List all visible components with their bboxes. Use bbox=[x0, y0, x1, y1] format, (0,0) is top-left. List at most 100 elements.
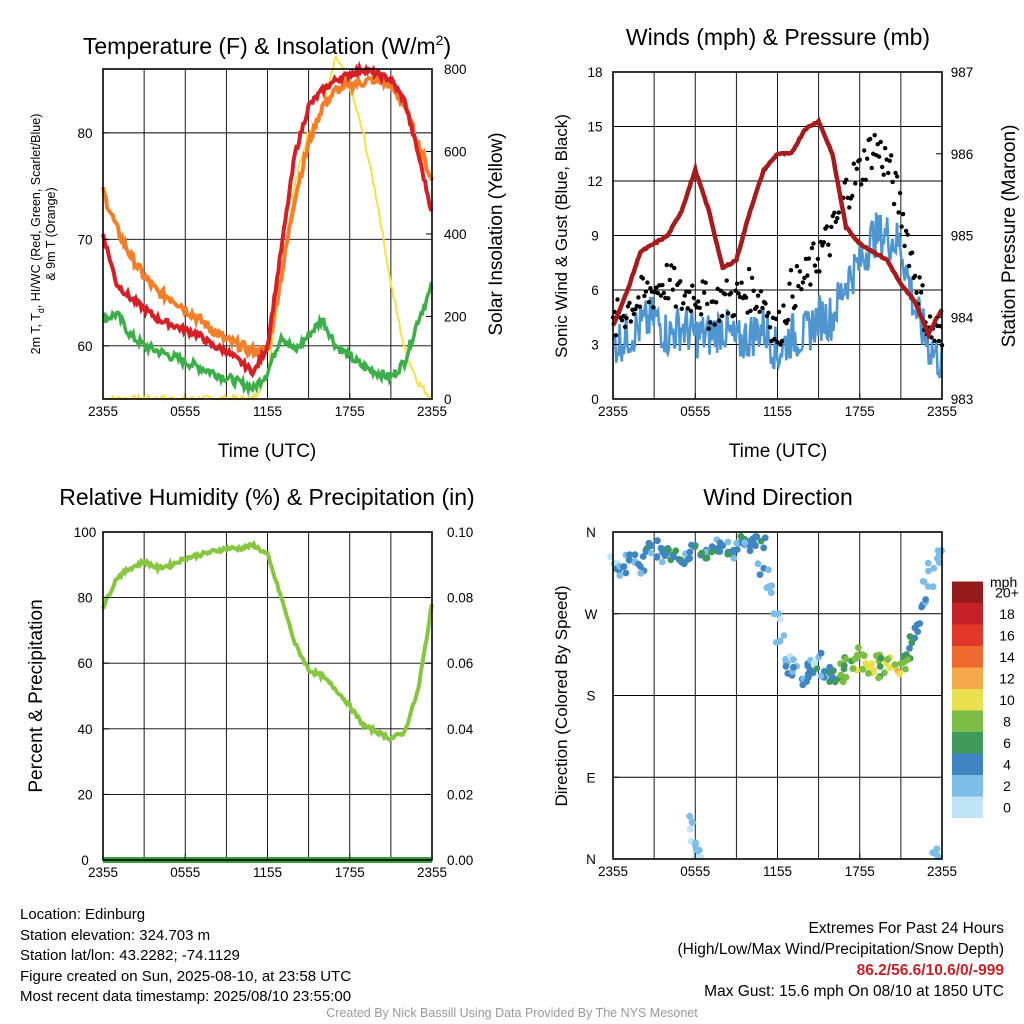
gust-point bbox=[806, 256, 812, 261]
direction-point bbox=[654, 537, 661, 545]
winds-panel: Winds (mph) & Pressure (mb) 2355 0555 1155… bbox=[552, 24, 1020, 462]
gust-point bbox=[788, 268, 794, 273]
gust-point bbox=[645, 280, 650, 285]
direction-point bbox=[737, 532, 745, 540]
pressure-ylabel-right: Station Pressure (Maroon) bbox=[999, 125, 1020, 348]
x-tick-label: 0555 bbox=[680, 864, 710, 879]
direction-point bbox=[934, 555, 941, 562]
direction-point bbox=[730, 554, 738, 562]
direction-point bbox=[896, 670, 904, 678]
y-tick-label-right: 987 bbox=[951, 65, 974, 80]
y-tick-label-right: 986 bbox=[951, 147, 974, 162]
direction-point bbox=[918, 603, 925, 611]
gust-point bbox=[643, 289, 649, 294]
humidity-ylabel-left: Percent & Precipitation bbox=[26, 599, 47, 792]
gust-point bbox=[887, 158, 892, 163]
legend-swatch bbox=[952, 667, 983, 689]
x-tick-label: 1755 bbox=[845, 864, 875, 879]
y-tick-label-left: 0 bbox=[591, 392, 599, 407]
direction-point bbox=[741, 539, 749, 547]
direction-point bbox=[625, 556, 633, 564]
y-tick-label-left: 9 bbox=[591, 229, 599, 244]
gust-point bbox=[679, 306, 684, 311]
y-tick-label-right: 0.04 bbox=[447, 722, 474, 737]
gust-point bbox=[766, 310, 771, 315]
gust-point bbox=[678, 279, 683, 284]
winds-series bbox=[610, 116, 945, 379]
gust-point bbox=[912, 273, 918, 278]
gust-point bbox=[673, 304, 678, 309]
direction-point bbox=[884, 655, 892, 663]
legend-label: 10 bbox=[999, 692, 1015, 708]
gust-point bbox=[894, 174, 900, 179]
direction-point bbox=[902, 665, 909, 673]
direction-point bbox=[924, 559, 932, 567]
gust-point bbox=[851, 161, 856, 166]
legend-label: 18 bbox=[999, 606, 1015, 622]
gust-point bbox=[655, 290, 661, 296]
y-tick-label-left: N bbox=[586, 525, 596, 540]
direction-point bbox=[820, 668, 828, 675]
gust-point bbox=[800, 280, 806, 285]
direction-point bbox=[753, 533, 761, 541]
wind-line bbox=[611, 212, 944, 379]
gust-point bbox=[666, 296, 671, 301]
gust-point bbox=[826, 242, 831, 247]
gust-point bbox=[739, 280, 744, 285]
direction-point bbox=[703, 554, 711, 562]
info-location: Location: Edinburg bbox=[20, 906, 146, 923]
legend-title: mph bbox=[990, 574, 1017, 590]
gust-point bbox=[619, 318, 625, 323]
direction-point bbox=[804, 662, 812, 670]
direction-point bbox=[842, 655, 850, 663]
gust-point bbox=[688, 308, 693, 314]
direction-point bbox=[826, 663, 834, 671]
direction-point bbox=[746, 547, 754, 555]
gust-point bbox=[872, 133, 877, 138]
direction-point bbox=[686, 825, 694, 833]
direction-point bbox=[728, 548, 736, 555]
gust-point bbox=[905, 232, 910, 237]
direction-point bbox=[765, 566, 772, 574]
gust-point bbox=[681, 301, 686, 306]
direction-point bbox=[716, 548, 724, 555]
direction-point bbox=[790, 656, 797, 664]
gust-point bbox=[859, 182, 864, 187]
gust-point bbox=[883, 146, 888, 151]
gust-point bbox=[654, 285, 659, 290]
gust-point bbox=[936, 338, 942, 344]
humidity-title: Relative Humidity (%) & Precipitation (i… bbox=[59, 484, 474, 510]
winds-title: Winds (mph) & Pressure (mb) bbox=[626, 24, 930, 50]
gust-point bbox=[714, 300, 719, 305]
gust-point bbox=[932, 338, 937, 343]
gust-point bbox=[854, 166, 859, 171]
direction-point bbox=[619, 563, 627, 571]
x-tick-label: 2355 bbox=[927, 404, 957, 419]
gust-point bbox=[703, 280, 708, 285]
y-tick-label-left: 100 bbox=[74, 525, 97, 540]
temperature-title: Temperature (F) & Insolation (W/m2) bbox=[83, 32, 451, 59]
gust-point bbox=[664, 262, 669, 268]
direction-point bbox=[686, 812, 694, 820]
direction-point bbox=[853, 651, 861, 659]
y-tick-label-left: 60 bbox=[77, 656, 92, 671]
direction-point bbox=[686, 548, 694, 556]
y-tick-label-left: 3 bbox=[591, 338, 599, 353]
x-tick-label: 2355 bbox=[417, 865, 447, 880]
gust-point bbox=[736, 291, 741, 296]
gust-point bbox=[808, 282, 813, 287]
gust-point bbox=[749, 275, 755, 280]
dewpoint-line bbox=[101, 280, 434, 398]
direction-point bbox=[692, 839, 700, 847]
station-info: Location: Edinburg Station elevation: 32… bbox=[20, 905, 351, 1008]
y-tick-label-right: 0.02 bbox=[447, 787, 473, 802]
y-tick-label-right: 800 bbox=[444, 62, 467, 77]
direction-point bbox=[672, 547, 680, 555]
direction-point bbox=[639, 553, 647, 560]
direction-point bbox=[678, 558, 686, 566]
direction-point bbox=[906, 633, 914, 640]
gust-point bbox=[833, 219, 838, 224]
gust-point bbox=[902, 243, 907, 249]
gust-point bbox=[799, 287, 804, 292]
